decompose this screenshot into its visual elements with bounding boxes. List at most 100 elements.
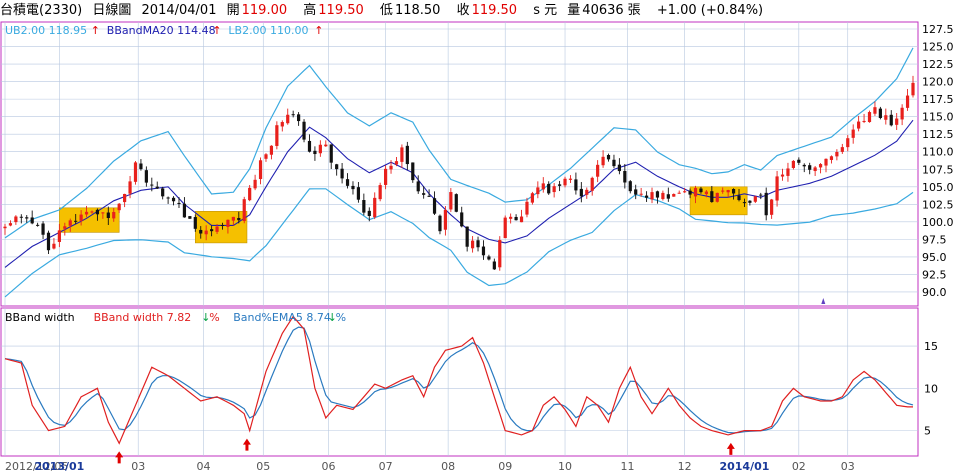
candle-body	[253, 179, 257, 189]
high-value: 119.50	[318, 3, 364, 18]
volume-value: 40636	[582, 3, 624, 18]
candle-body	[324, 144, 328, 147]
candle-body	[808, 165, 812, 170]
candle-body	[759, 194, 763, 196]
candle-body	[313, 150, 317, 155]
width-panel-frame	[0, 307, 919, 457]
candle-body	[329, 144, 333, 163]
candle-body	[177, 202, 181, 204]
candle-body	[291, 114, 295, 116]
candle-body	[530, 193, 535, 203]
candle-body	[487, 256, 491, 260]
candle-body	[215, 226, 219, 232]
candle-body	[280, 122, 284, 127]
x-tick-label: 05	[256, 460, 270, 473]
candle-body	[857, 121, 861, 129]
candle-body	[454, 194, 458, 212]
candle-body	[596, 164, 600, 177]
squeeze-highlight-box	[59, 207, 120, 233]
candle-body	[470, 240, 475, 249]
candle-body	[585, 189, 589, 195]
open-value: 119.00	[241, 3, 288, 18]
candle-body	[112, 211, 116, 219]
candle-body	[536, 187, 540, 195]
candle-body	[345, 179, 350, 186]
candle-body	[46, 232, 51, 251]
price-legend-2: LB2.00 110.00	[228, 24, 308, 37]
candle-body	[851, 129, 855, 138]
candle-body	[264, 154, 268, 159]
candle-body	[731, 189, 736, 194]
candle-body	[492, 261, 496, 270]
x-tick-label: 03	[841, 460, 855, 473]
candle-body	[628, 181, 632, 192]
legend-arrow-icon: ↑	[314, 24, 323, 37]
candle-body	[889, 114, 893, 126]
candle-body	[367, 210, 371, 216]
candle-body	[568, 178, 573, 180]
candle-body	[764, 192, 768, 216]
price-tick-label: 90.0	[922, 286, 947, 299]
price-tick-label: 127.5	[922, 23, 954, 36]
candle-body	[117, 203, 121, 211]
candle-body	[14, 216, 18, 223]
candle-body	[19, 216, 23, 218]
candle-body	[411, 162, 415, 181]
close-label: 收	[456, 3, 470, 18]
candle-body	[606, 155, 611, 160]
open-label: 開	[226, 3, 240, 18]
candle-body	[41, 223, 45, 235]
candle-body	[835, 152, 839, 157]
price-change: +1.00 (+0.84%)	[656, 3, 764, 18]
candle-body	[829, 156, 834, 160]
x-tick-label: 03	[131, 460, 145, 473]
candle-body	[802, 164, 806, 167]
price-legend-0: UB2.00 118.95	[5, 24, 87, 37]
candle-body	[634, 189, 638, 195]
x-tick-label: 2014/01	[719, 460, 769, 473]
candle-body	[878, 108, 882, 118]
candle-body	[150, 184, 154, 186]
candle-body	[688, 190, 692, 195]
candle-body	[52, 243, 56, 249]
legend-suffix: %	[209, 311, 219, 324]
candle-body	[503, 217, 507, 239]
volume-marker	[821, 298, 826, 304]
candle-body	[389, 165, 393, 170]
candle-body	[286, 114, 290, 124]
candle-body	[297, 114, 301, 122]
candle-body	[356, 187, 361, 200]
candle-body	[498, 240, 502, 268]
candle-body	[726, 190, 730, 193]
open-group: 開 119.00	[227, 3, 294, 18]
candle-body	[661, 192, 665, 200]
candle-body	[30, 217, 34, 224]
candle-body	[541, 183, 545, 190]
candle-body	[57, 230, 61, 242]
x-tick-label: 09	[498, 460, 512, 473]
period-label[interactable]: 日線圖	[92, 3, 132, 18]
price-grid	[1, 22, 918, 456]
candle-body	[846, 138, 850, 148]
candle-body	[90, 211, 94, 213]
x-tick-label: 07	[379, 460, 393, 473]
candle-body	[612, 159, 616, 167]
candle-body	[128, 181, 132, 194]
price-tick-label: 100.0	[922, 216, 954, 229]
width-legend-1: BBand width 7.82	[94, 311, 192, 324]
candle-body	[68, 220, 72, 226]
candle-body	[3, 226, 7, 229]
close-value: 119.50	[471, 3, 518, 18]
candle-body	[193, 217, 197, 229]
candle-body	[432, 198, 437, 214]
candle-body	[171, 197, 176, 202]
candle-body	[226, 219, 230, 227]
candle-body	[63, 226, 67, 229]
low-group: 低 118.50	[380, 3, 447, 18]
candle-body	[563, 178, 567, 186]
stock-name[interactable]: 台積電(2330)	[0, 3, 83, 18]
price-tick-label: 107.5	[922, 163, 954, 176]
legend-suffix: %	[336, 311, 346, 324]
